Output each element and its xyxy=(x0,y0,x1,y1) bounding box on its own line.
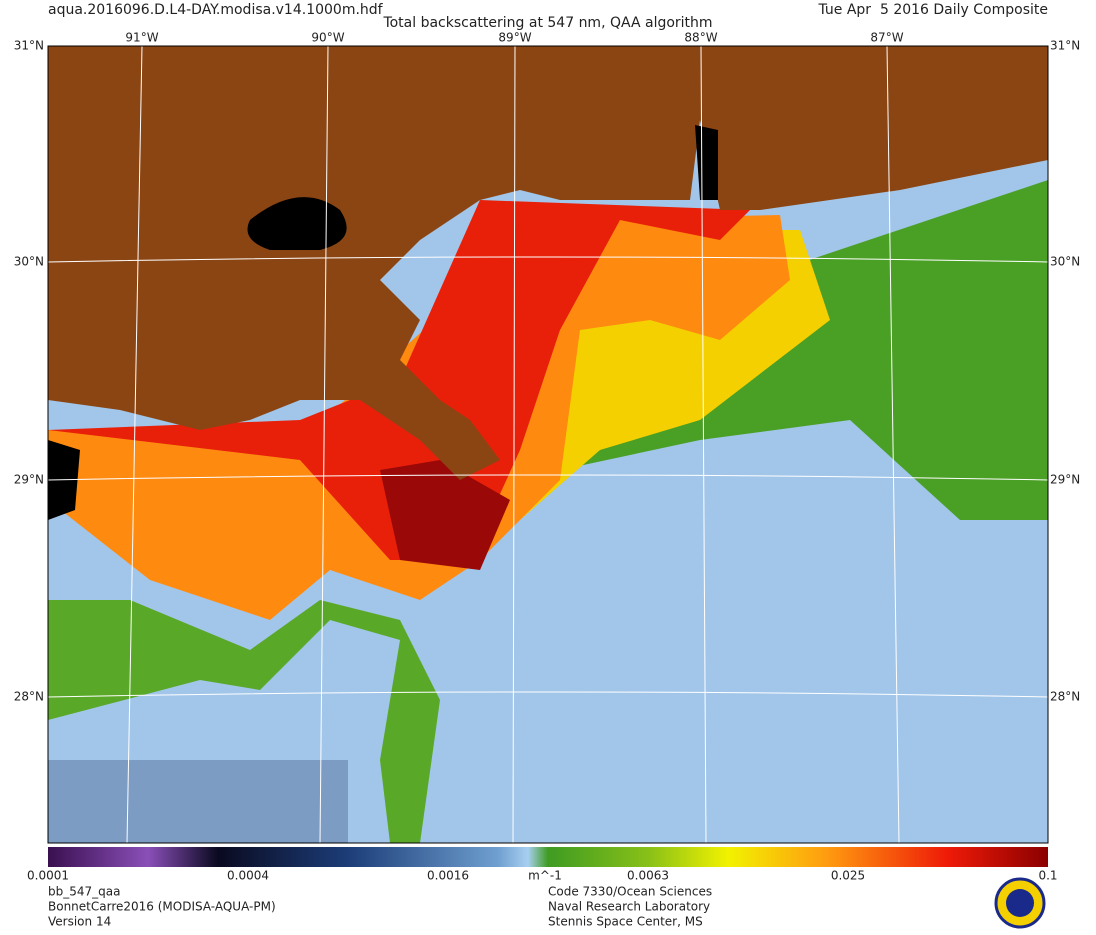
colorbar-unit: m^-1 xyxy=(528,869,562,883)
map-frame xyxy=(47,45,1049,844)
longitude-label: 88°W xyxy=(684,31,717,45)
longitude-label: 87°W xyxy=(870,31,903,45)
red-water xyxy=(48,200,750,560)
latitude-label: 31°N xyxy=(14,39,44,53)
graticule xyxy=(47,45,1049,844)
bay xyxy=(695,125,718,200)
date: Tue Apr 5 2016 Daily Composite xyxy=(817,2,1048,18)
colorbar-tick: 0.0016 xyxy=(427,869,469,883)
colorbar-tick: 0.0001 xyxy=(27,869,69,883)
footer-left: BonnetCarre2016 (MODISA-AQUA-PM) xyxy=(48,900,276,914)
latitude-label: 28°N xyxy=(14,690,44,704)
latitude-label: 31°N xyxy=(1050,39,1080,53)
file-name: aqua.2016096.D.L4-DAY.modisa.v14.1000m.h… xyxy=(48,2,384,18)
sea-deep xyxy=(48,760,348,843)
footer-right: Stennis Space Center, MS xyxy=(548,915,703,929)
green-water xyxy=(560,180,1048,520)
colorbar-tick: 0.025 xyxy=(831,869,865,883)
longitude-label: 91°W xyxy=(125,31,158,45)
colorbar-tick: 0.0063 xyxy=(627,869,669,883)
latitude-label: 30°N xyxy=(1050,255,1080,269)
lake xyxy=(247,197,347,250)
green-water xyxy=(48,600,440,843)
labels: 91°W 90°W 89°W 88°W 87°W 31°N 31°N 30°N 30°N 29°N… xyxy=(14,31,1081,929)
land xyxy=(48,46,1048,480)
colorbar-tick: 0.1 xyxy=(1038,869,1057,883)
colorbar-tick: 0.0004 xyxy=(227,869,269,883)
latitude-label: 29°N xyxy=(14,473,44,487)
longitude-label: 90°W xyxy=(311,31,344,45)
footer-left: Version 14 xyxy=(48,915,111,929)
longitude-label: 89°W xyxy=(498,31,531,45)
colorbar xyxy=(48,847,1048,867)
latitude-label: 29°N xyxy=(1050,473,1080,487)
dark-red-water xyxy=(380,460,510,570)
footer-right: Naval Research Laboratory xyxy=(548,900,710,914)
footer-right: Code 7330/Ocean Sciences xyxy=(548,885,712,899)
footer-left: bb_547_qaa xyxy=(48,885,120,899)
logo xyxy=(994,877,1046,929)
latitude-label: 28°N xyxy=(1050,690,1080,704)
map xyxy=(47,45,1049,844)
map-title: Total backscattering at 547 nm, QAA algo… xyxy=(382,15,712,31)
latitude-label: 30°N xyxy=(14,255,44,269)
